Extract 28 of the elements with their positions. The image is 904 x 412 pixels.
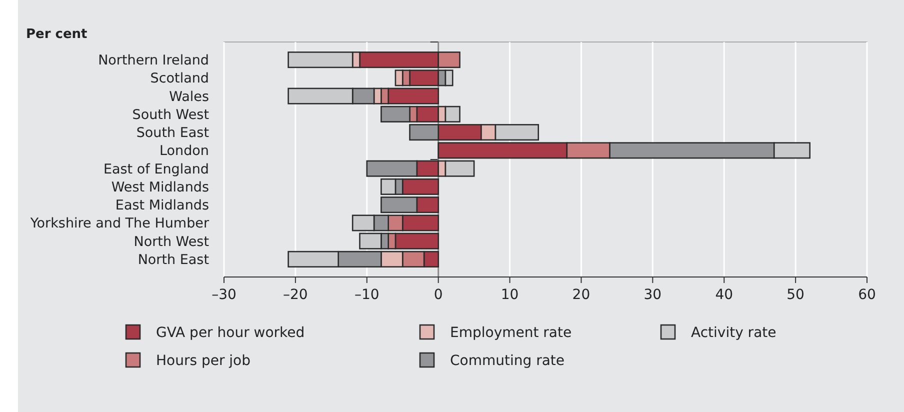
y-tick-label: Wales <box>169 88 209 105</box>
x-tick-label: –30 <box>212 287 236 303</box>
y-tick-label: East Midlands <box>115 198 209 214</box>
y-tick-label: South West <box>132 106 209 123</box>
x-tick-label: 10 <box>500 287 519 303</box>
y-tick-label: London <box>160 143 209 160</box>
x-tick-label: –20 <box>283 287 308 303</box>
x-axis-title: Per cent <box>26 27 88 42</box>
x-tick-label: 40 <box>715 287 734 303</box>
y-tick-label: Yorkshire and The Humber <box>29 216 210 232</box>
y-tick-label: West Midlands <box>111 179 209 196</box>
x-tick-label: –10 <box>354 287 380 303</box>
x-tick-label: 30 <box>644 287 662 303</box>
legend-label: GVA per hour worked <box>156 324 305 341</box>
y-tick-label: North East <box>138 252 209 268</box>
legend-label: Hours per job <box>156 352 251 369</box>
x-tick-label: 20 <box>572 287 590 303</box>
legend-label: Commuting rate <box>450 352 565 369</box>
y-tick-label: South East <box>136 125 209 142</box>
x-tick-label: 60 <box>858 287 876 303</box>
y-tick-label: Scotland <box>150 70 209 87</box>
y-tick-label: North West <box>134 234 209 250</box>
y-tick-label: East of England <box>103 161 209 178</box>
legend-label: Activity rate <box>691 324 776 341</box>
legend-label: Employment rate <box>450 324 572 341</box>
x-tick-label: 0 <box>434 287 443 303</box>
x-tick-label: 50 <box>786 287 804 303</box>
y-tick-label: Northern Ireland <box>98 52 209 69</box>
